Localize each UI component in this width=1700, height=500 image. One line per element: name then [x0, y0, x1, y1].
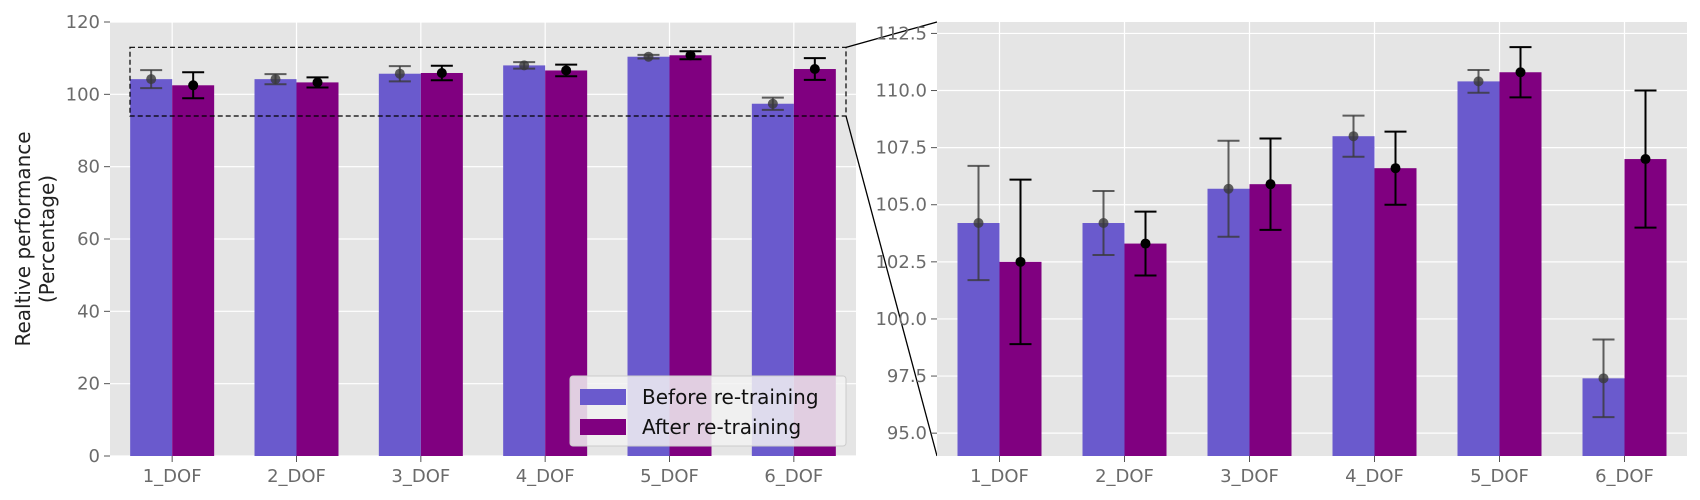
mean-marker — [809, 64, 820, 75]
mean-marker — [973, 218, 984, 229]
mean-marker — [1098, 218, 1109, 229]
mean-marker — [561, 65, 572, 76]
y-tick-label: 105.0 — [875, 195, 927, 216]
mean-marker — [270, 74, 281, 85]
bar-before-2_DOF — [1082, 223, 1125, 456]
legend: Before re-training After re-training — [569, 375, 847, 447]
bar-after-5_DOF — [1499, 72, 1542, 457]
mean-marker — [1640, 154, 1651, 165]
bar-after-1_DOF — [172, 85, 215, 457]
mean-marker — [685, 50, 696, 61]
y-tick-label: 102.5 — [875, 252, 927, 273]
mean-marker — [1223, 183, 1234, 194]
mean-marker — [188, 80, 199, 91]
y-tick-label: 0 — [89, 446, 100, 467]
full-range-panel: 0 20 40 60 80 100 120 1_DOF 2_DOF 3_DOF 4_DOF 5_DO… — [11, 12, 856, 487]
y-tick-label: 112.5 — [875, 23, 927, 44]
x-tick-label: 2_DOF — [267, 466, 326, 487]
x-tick-label: 5_DOF — [640, 466, 699, 487]
mean-marker — [394, 68, 405, 79]
bar-before-3_DOF — [378, 73, 421, 457]
mean-marker — [643, 51, 654, 62]
x-tick-label: 6_DOF — [764, 466, 823, 487]
x-tick-label: 3_DOF — [391, 466, 450, 487]
x-tick-label: 4_DOF — [516, 466, 575, 487]
mean-marker — [519, 60, 530, 71]
x-tick-label: 4_DOF — [1345, 466, 1404, 487]
legend-frame — [569, 375, 847, 447]
bar-before-5_DOF — [1457, 81, 1500, 457]
y-tick-label: 107.5 — [875, 138, 927, 159]
mean-marker — [436, 67, 447, 78]
y-tick-label: 20 — [77, 374, 100, 395]
mean-marker — [1140, 238, 1151, 249]
x-tick-label: 1_DOF — [970, 466, 1029, 487]
bar-before-2_DOF — [254, 79, 297, 456]
y-tick-label: 100 — [66, 84, 100, 105]
legend-label-after: After re-training — [642, 415, 801, 439]
y-tick-label: 97.5 — [887, 366, 927, 387]
bar-after-2_DOF — [296, 82, 339, 457]
mean-marker — [1598, 373, 1609, 384]
x-tick-label: 1_DOF — [143, 466, 202, 487]
mean-marker — [1015, 256, 1026, 267]
bar-before-4_DOF — [503, 65, 546, 457]
x-tick-label: 6_DOF — [1595, 466, 1654, 487]
mean-marker — [1473, 76, 1484, 87]
mean-marker — [1390, 163, 1401, 174]
y-axis-label: Realtive performance — [11, 131, 35, 346]
mean-marker — [767, 98, 778, 109]
zoomed-panel: 95.0 97.5 100.0 102.5 105.0 107.5 110.0 112.5 1… — [875, 22, 1687, 487]
x-tick-label: 3_DOF — [1220, 466, 1279, 487]
right-plot-background — [937, 22, 1687, 456]
bar-after-2_DOF — [1124, 243, 1167, 456]
y-axis-label-unit: (Percentage) — [35, 175, 59, 303]
mean-marker — [146, 74, 157, 85]
bar-after-3_DOF — [420, 72, 463, 457]
y-tick-label: 80 — [77, 157, 100, 178]
y-tick-label: 40 — [77, 301, 100, 322]
legend-label-before: Before re-training — [642, 385, 819, 409]
bar-after-4_DOF — [1374, 168, 1417, 457]
zoom-connector-bottom — [845, 115, 938, 457]
x-tick-label: 2_DOF — [1095, 466, 1154, 487]
x-tick-label: 5_DOF — [1470, 466, 1529, 487]
bar-before-4_DOF — [1332, 136, 1375, 457]
y-tick-label: 110.0 — [875, 81, 927, 102]
bar-before-1_DOF — [130, 79, 173, 456]
legend-swatch-after — [580, 419, 626, 435]
y-tick-label: 100.0 — [875, 309, 927, 330]
y-tick-label: 120 — [66, 12, 100, 33]
legend-swatch-before — [580, 389, 626, 405]
mean-marker — [312, 77, 323, 88]
mean-marker — [1265, 179, 1276, 190]
y-tick-label: 60 — [77, 229, 100, 250]
zoom-connector-top — [845, 21, 938, 48]
y-tick-label: 95.0 — [887, 423, 927, 444]
mean-marker — [1348, 131, 1359, 142]
mean-marker — [1515, 67, 1526, 78]
